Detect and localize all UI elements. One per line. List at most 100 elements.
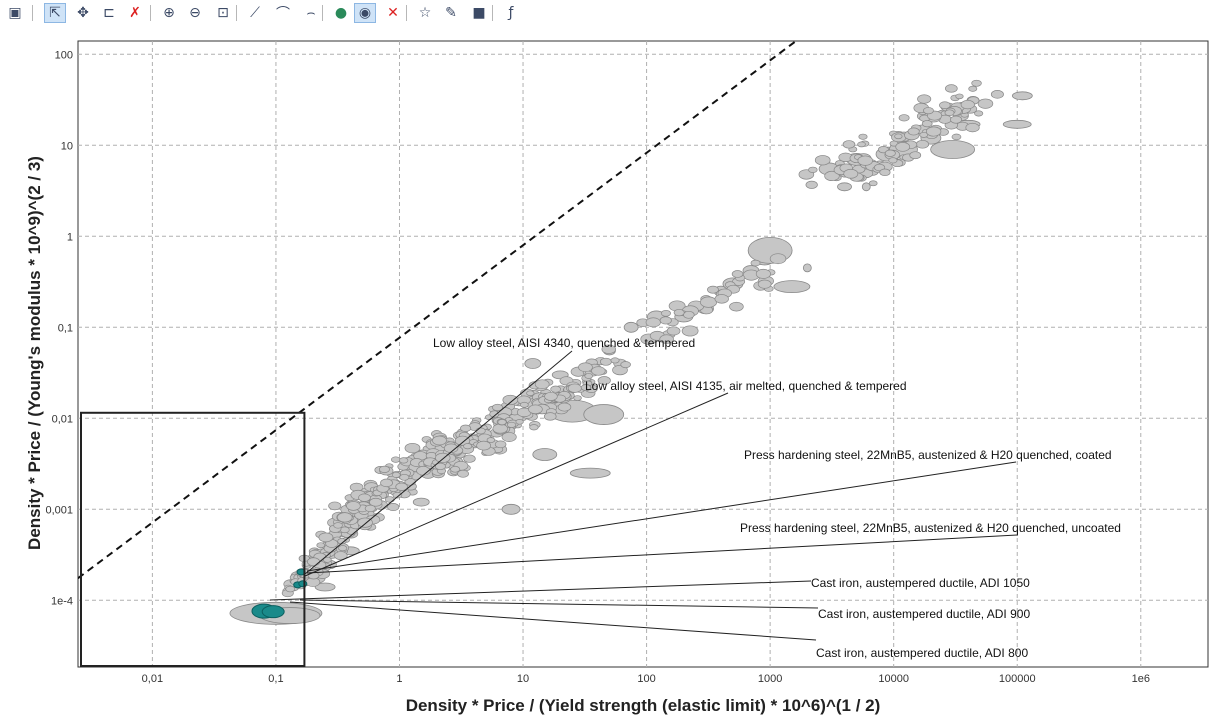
annotation-leader-line	[269, 580, 812, 601]
annotation-label: Press hardening steel, 22MnB5, austenize…	[744, 448, 1112, 462]
material-bubble	[939, 101, 951, 110]
stack-icon[interactable]: ■	[472, 5, 486, 21]
axis-settings-icon[interactable]: ƒ	[508, 5, 514, 21]
selection-box	[80, 411, 306, 668]
zoom-in-icon[interactable]: ⊕	[163, 5, 175, 21]
pan-icon[interactable]: ✥	[77, 5, 89, 21]
material-bubble	[879, 168, 891, 177]
delete-selection-icon[interactable]: ✕	[387, 5, 399, 21]
material-bubble	[463, 443, 473, 450]
material-bubble	[857, 141, 866, 148]
material-bubble	[974, 110, 984, 117]
x-tick-labels: 0,01 0,1 1 10 100 1000 10000 100000 1e6	[142, 673, 1150, 685]
material-bubble	[660, 309, 671, 317]
material-bubble	[907, 127, 920, 136]
x-tick-label: 0,01	[142, 673, 163, 685]
material-bubble	[965, 122, 980, 133]
annotation-leader-line	[306, 461, 1017, 572]
material-bubble	[578, 362, 593, 373]
material-bubble	[395, 482, 408, 491]
material-bubble	[318, 532, 334, 543]
material-bubble	[610, 357, 620, 364]
annotation-leader-line	[289, 601, 817, 641]
material-bubble	[391, 471, 401, 478]
material-bubble	[971, 79, 982, 87]
material-bubble	[392, 491, 403, 499]
curve-tool-icon[interactable]: ⌒	[276, 6, 290, 22]
material-bubble	[404, 442, 421, 454]
material-bubble	[950, 115, 963, 124]
show-hide-icon[interactable]: ◉	[354, 3, 376, 23]
material-bubble	[460, 424, 472, 432]
annotations: Low alloy steel, AISI 4340, quenched & t…	[269, 336, 1121, 660]
material-bubble	[921, 120, 933, 128]
material-bubble	[346, 501, 361, 511]
material-bubble	[501, 432, 517, 442]
toolbar-separator	[236, 5, 237, 21]
slope-guideline	[78, 41, 797, 579]
y-tick-label: 0,01	[52, 413, 73, 425]
material-bubble	[731, 270, 744, 278]
material-bubble	[990, 90, 1004, 99]
material-bubble	[700, 296, 718, 308]
material-bubble	[620, 361, 631, 369]
x-tick-label: 10	[517, 673, 529, 685]
material-bubble	[857, 155, 873, 166]
material-bubble	[584, 373, 594, 379]
annotation-label: Cast iron, austempered ductile, ADI 1050	[811, 576, 1030, 590]
material-bubble	[814, 155, 831, 166]
color-bubbles-icon[interactable]: ●	[334, 5, 348, 21]
material-bubble	[599, 357, 612, 366]
guideline-layer	[78, 41, 797, 579]
material-bubble	[544, 391, 558, 401]
zoom-fit-icon[interactable]: ⊡	[217, 5, 229, 21]
remove-label-icon[interactable]: ✗	[129, 5, 141, 21]
material-bubble	[977, 98, 994, 109]
material-bubble	[824, 170, 840, 182]
material-bubble	[1002, 119, 1032, 129]
material-bubble	[623, 321, 639, 333]
y-tick-label: 10	[61, 140, 73, 152]
material-bubble	[519, 401, 529, 408]
annotation-leader-line	[304, 350, 573, 575]
annotation-label: Low alloy steel, AISI 4135, air melted, …	[585, 379, 907, 393]
chart-view-icon[interactable]: ▣	[8, 5, 22, 21]
material-bubble	[659, 334, 674, 344]
material-bubble	[960, 99, 975, 110]
material-bubble	[306, 557, 321, 567]
envelope-tool-icon[interactable]: ⌢	[306, 5, 316, 21]
annotation-label: Cast iron, austempered ductile, ADI 900	[818, 607, 1030, 621]
material-bubble	[1011, 91, 1033, 101]
material-bubble	[557, 402, 572, 412]
material-bubble	[543, 412, 557, 421]
material-bubble	[951, 133, 962, 141]
line-tool-icon[interactable]: ⟋	[250, 5, 260, 21]
material-bubble	[769, 253, 787, 265]
favorite-icon[interactable]: ☆	[418, 5, 432, 21]
material-bubble	[569, 467, 611, 479]
material-bubble	[750, 259, 761, 267]
y-tick-label: 100	[55, 49, 73, 61]
material-bubble	[755, 268, 771, 279]
x-tick-label: 1e6	[1132, 673, 1150, 685]
material-bubble	[923, 107, 934, 115]
material-bubble	[550, 385, 561, 393]
material-bubble	[898, 114, 910, 122]
select-pointer-icon[interactable]: ⇱	[44, 3, 66, 23]
material-bubble	[384, 496, 395, 503]
material-bubble	[494, 440, 507, 449]
y-tick-labels: 1e-4 0,001 0,01 0,1 1 10 100	[45, 49, 73, 607]
material-bubble	[524, 358, 542, 369]
material-bubble	[909, 151, 922, 160]
material-bubble	[526, 390, 535, 397]
material-bubble	[285, 585, 296, 593]
brush-icon[interactable]: ✎	[445, 5, 457, 21]
material-bubble	[328, 501, 342, 511]
material-bubble	[497, 419, 507, 426]
label-tool-icon[interactable]: ⊏	[103, 5, 115, 21]
material-bubble	[843, 168, 859, 179]
material-bubble	[925, 126, 942, 137]
material-bubble	[573, 395, 582, 401]
zoom-out-icon[interactable]: ⊖	[189, 5, 201, 21]
highlighted-material-bubble	[261, 605, 285, 619]
